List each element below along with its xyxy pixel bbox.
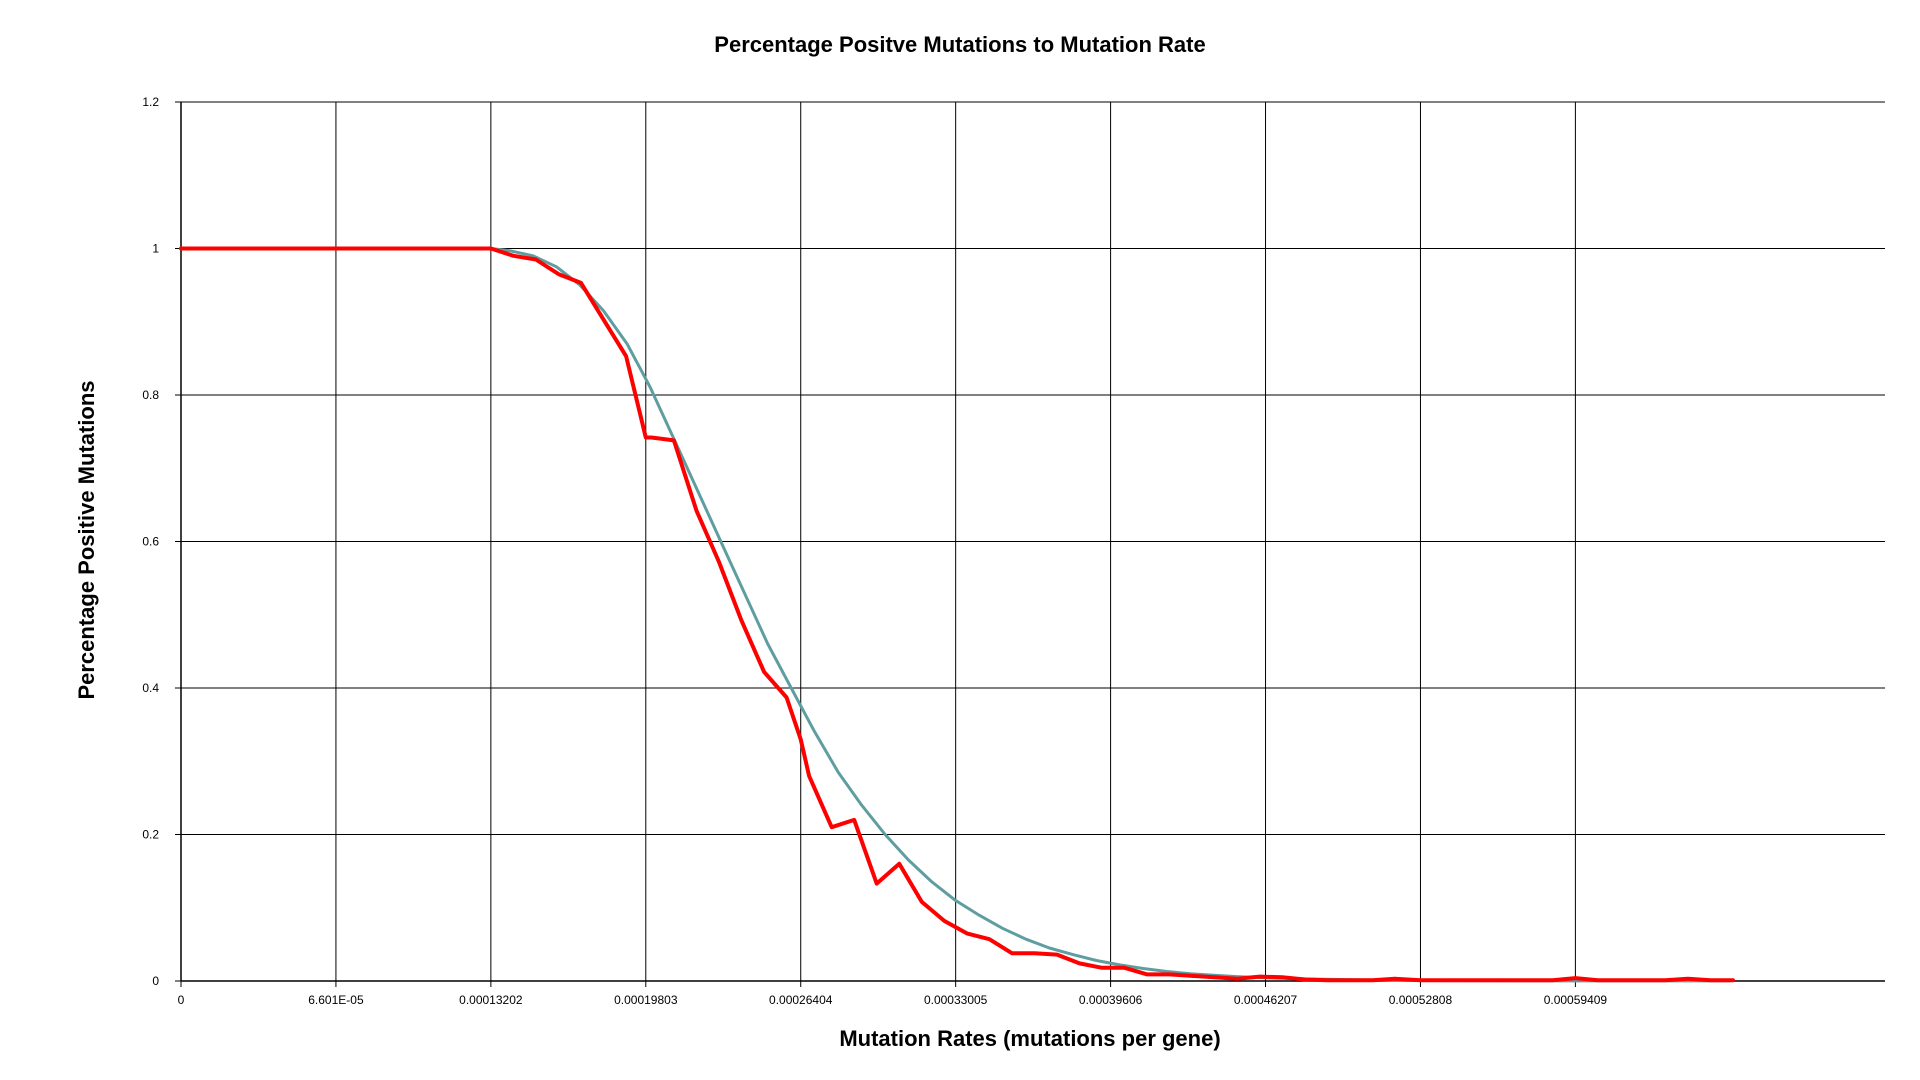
y-axis-label: Percentage Positive Mutations — [74, 380, 99, 699]
x-tick-label: 0.00046207 — [1234, 993, 1298, 1007]
y-tick-label: 1 — [152, 242, 159, 256]
chart-title: Percentage Positve Mutations to Mutation… — [714, 32, 1205, 57]
y-tick-label: 0 — [152, 974, 159, 988]
y-tick-label: 0.4 — [142, 681, 159, 695]
y-tick-label: 0.8 — [142, 388, 159, 402]
tick-labels: 0 0.2 0.4 0.6 0.8 1 1.2 0 6.601E-05 0.00013202 0.0… — [142, 95, 1607, 1007]
x-axis-label: Mutation Rates (mutations per gene) — [839, 1026, 1220, 1051]
x-tick-label: 0.00052808 — [1389, 993, 1453, 1007]
series-lines — [179, 246, 1735, 983]
x-tick-label: 0.00013202 — [459, 993, 523, 1007]
x-tick-label: 6.601E-05 — [308, 993, 364, 1007]
series-line-red — [179, 246, 1735, 983]
x-tick-label: 0 — [178, 993, 185, 1007]
x-tick-label: 0.00059409 — [1544, 993, 1608, 1007]
x-tick-label: 0.00019803 — [614, 993, 678, 1007]
y-tick-label: 0.2 — [142, 828, 159, 842]
x-tick-label: 0.00026404 — [769, 993, 833, 1007]
y-tick-label: 1.2 — [142, 95, 159, 109]
y-tick-label: 0.6 — [142, 535, 159, 549]
x-tick-label: 0.00033005 — [924, 993, 988, 1007]
x-tick-label: 0.00039606 — [1079, 993, 1143, 1007]
